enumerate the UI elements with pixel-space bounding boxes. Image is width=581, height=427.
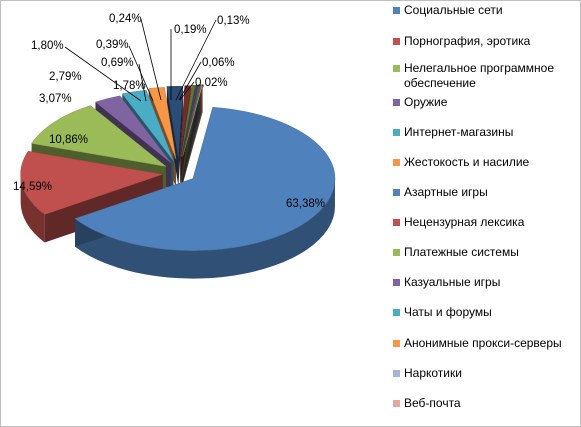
leader-line <box>178 61 202 101</box>
legend-item: Казуальные игры <box>393 275 576 290</box>
pie-slice <box>121 89 174 162</box>
slice-data-label: 63,38% <box>286 198 325 210</box>
slice-data-label: 2,79% <box>49 71 82 83</box>
legend-label: Порнография, эротика <box>404 34 531 48</box>
slice-data-label: 1,78% <box>113 80 146 92</box>
legend-item: Интернет-магазины <box>393 125 576 140</box>
leader-line <box>138 63 147 102</box>
pie-slice <box>74 107 336 251</box>
legend-swatch <box>393 99 400 106</box>
legend-label: Жестокость и насилие <box>404 155 530 169</box>
legend-item: Анонимные прокси-серверы <box>393 336 576 351</box>
legend-label: Веб-почта <box>404 396 461 410</box>
legend-item: Наркотики <box>393 366 576 381</box>
legend-item: Социальные сети <box>393 3 576 18</box>
slice-data-label: 0,39% <box>96 39 129 51</box>
legend-label: Нецензурная лексика <box>404 215 525 229</box>
pie-chart: 63,38% 14,59% 10,86% 3,07% 2,79% 1,78% 1,80% 0,… <box>13 13 336 279</box>
leader-line <box>64 46 142 102</box>
pie-slice-wall <box>178 86 183 187</box>
slice-data-label: 0,06% <box>202 57 235 69</box>
legend-swatch <box>393 129 400 136</box>
legend-label: Анонимные прокси-серверы <box>404 336 562 350</box>
legend-swatch <box>393 38 400 45</box>
legend-item: Азартные игры <box>393 185 576 200</box>
leader-line <box>175 19 217 101</box>
pie-slice-side <box>20 174 45 243</box>
legend-item: Нецензурная лексика <box>393 215 576 230</box>
legend-swatch <box>393 309 400 316</box>
legend-label: Интернет-магазины <box>404 125 514 139</box>
pie-slice <box>31 105 167 167</box>
slice-data-label: 0,69% <box>101 57 134 69</box>
leader-line <box>179 81 195 101</box>
slice-data-label: 0,02% <box>195 77 228 89</box>
legend-swatch <box>393 219 400 226</box>
slice-data-label: 3,07% <box>39 93 72 105</box>
slice-data-label: 1,80% <box>31 40 64 52</box>
legend-swatch <box>393 340 400 347</box>
legend-label: Нелегальное программное обеспечение <box>404 61 555 90</box>
slice-data-label: 10,86% <box>49 134 88 146</box>
legend-swatch <box>393 7 400 14</box>
legend-swatch <box>393 370 400 377</box>
slice-data-label: 0,13% <box>217 15 250 27</box>
slice-data-label: 14,59% <box>13 181 52 193</box>
pie-slice <box>182 84 202 157</box>
pie-slice <box>181 84 201 157</box>
legend-item: Нелегальное программное обеспечение <box>393 61 576 91</box>
pie-slice-side <box>74 178 335 279</box>
legend-label: Казуальные игры <box>404 275 501 289</box>
legend-label: Платежные системы <box>404 245 519 259</box>
leader-line <box>140 18 162 101</box>
legend-swatch <box>393 159 400 166</box>
legend-item: Веб-почта <box>393 396 576 411</box>
legend-swatch <box>393 65 400 72</box>
legend-item: Платежные системы <box>393 245 576 260</box>
legend-item: Оружие <box>393 95 576 110</box>
pie-slice <box>20 150 163 215</box>
legend-swatch <box>393 400 400 407</box>
leader-line <box>128 45 154 102</box>
legend-swatch <box>393 189 400 196</box>
legend-label: Азартные игры <box>404 185 488 199</box>
pie-slice <box>148 87 177 160</box>
pie-slice <box>182 84 203 156</box>
legend-item: Жестокость и насилие <box>393 155 576 170</box>
legend-swatch <box>393 249 400 256</box>
pie-slice <box>94 95 172 164</box>
legend-label: Социальные сети <box>404 3 503 17</box>
legend-item: Чаты и форумы <box>393 305 576 320</box>
slice-data-label: 0,19% <box>174 24 207 36</box>
legend-label: Чаты и форумы <box>404 305 492 319</box>
pie-slice <box>181 84 199 157</box>
legend-label: Наркотики <box>404 366 462 380</box>
pie-slice-wall <box>166 86 179 187</box>
legend-item: Порнография, эротика <box>393 34 576 49</box>
slice-data-label: 0,24% <box>109 13 142 25</box>
legend-label: Оружие <box>404 95 448 109</box>
legend-swatch <box>393 279 400 286</box>
